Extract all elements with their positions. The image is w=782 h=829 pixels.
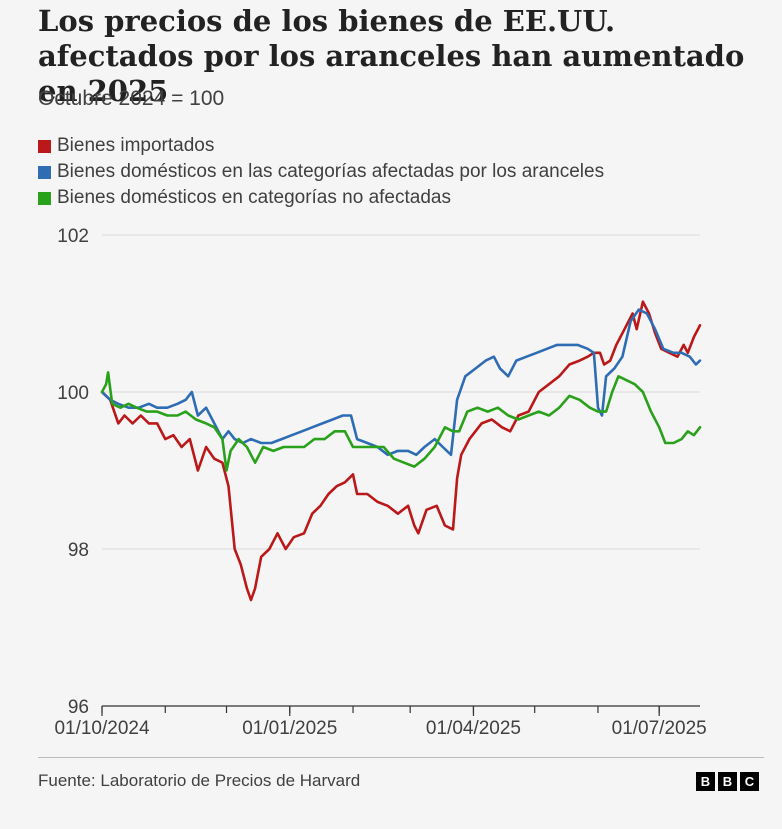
legend-item-domestic-unaffected: Bienes domésticos en categorías no afect… xyxy=(38,185,604,211)
legend-item-domestic-affected: Bienes domésticos en las categorías afec… xyxy=(38,159,604,185)
series-line-2 xyxy=(100,371,702,472)
series-lines xyxy=(100,300,702,602)
legend-label-imported: Bienes importados xyxy=(57,135,215,156)
x-tick-label: 01/01/2025 xyxy=(242,718,337,739)
legend: Bienes importados Bienes domésticos en l… xyxy=(38,133,604,211)
x-tick-label: 01/07/2025 xyxy=(612,718,707,739)
legend-item-imported: Bienes importados xyxy=(38,133,604,159)
y-axis: 96 98 100 102 xyxy=(57,226,89,718)
chart-title: Los precios de los bienes de EE.UU. afec… xyxy=(38,4,745,108)
y-tick-label: 98 xyxy=(68,540,89,561)
legend-swatch-domestic-affected xyxy=(38,165,51,179)
y-tick-label: 100 xyxy=(57,383,89,404)
legend-label-domestic-unaffected: Bienes domésticos en categorías no afect… xyxy=(57,187,451,208)
y-tick-label: 102 xyxy=(57,226,89,247)
legend-swatch-imported xyxy=(38,139,51,153)
y-tick-label: 96 xyxy=(68,697,89,718)
x-axis: 01/10/2024 01/01/2025 01/04/2025 01/07/2025 xyxy=(54,705,707,739)
series-line-0 xyxy=(100,300,702,602)
legend-label-domestic-affected: Bienes domésticos en las categorías afec… xyxy=(57,161,605,182)
x-tick-label: 01/04/2025 xyxy=(426,718,521,739)
legend-swatch-domestic-unaffected xyxy=(38,191,51,205)
source-note: Fuente: Laboratorio de Precios de Harvar… xyxy=(38,771,361,790)
bbc-logo-letter: B xyxy=(718,772,737,791)
series-line-1 xyxy=(100,308,702,457)
footer-divider xyxy=(38,757,764,758)
bbc-logo-letter: B xyxy=(696,772,715,791)
bbc-logo: B B C xyxy=(696,772,759,791)
x-tick-label: 01/10/2024 xyxy=(54,718,150,739)
chart-subtitle: Octubre 2024 = 100 xyxy=(38,87,225,110)
gridlines xyxy=(102,234,700,550)
bbc-logo-letter: C xyxy=(740,772,759,791)
